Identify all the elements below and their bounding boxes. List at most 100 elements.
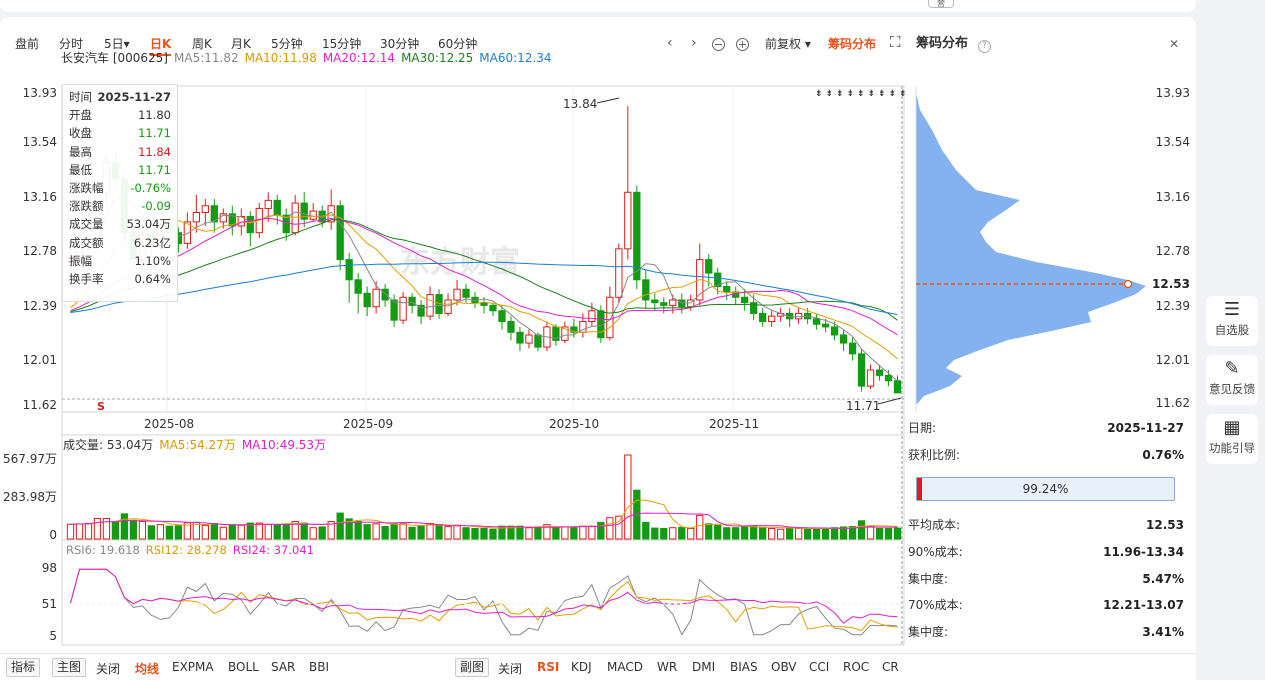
volume-bar: [714, 524, 722, 540]
y-tick-right: 13.93: [1155, 86, 1190, 100]
indicator-button[interactable]: 指标: [6, 658, 41, 677]
ma-lines: [70, 197, 898, 382]
candle-body: [498, 310, 506, 323]
candle-body: [624, 191, 632, 250]
volume-bar: [318, 526, 326, 540]
period-tab-intraday[interactable]: 分时: [59, 37, 84, 51]
candle-body: [561, 326, 569, 341]
candle-body: [570, 326, 578, 333]
candle-body: [390, 299, 398, 321]
rsi-lines: [70, 568, 898, 636]
y-tick: 13.54: [22, 135, 57, 149]
rsi-tick: 51: [41, 597, 57, 611]
indicator-bar: 指标 主图 关闭 均线 EXPMA BOLL SAR BBI 副图 关闭 RSI…: [0, 653, 1196, 680]
volume-bar: [291, 521, 299, 540]
tooltip-key: 振幅: [69, 253, 92, 268]
volume-bar: [741, 526, 749, 540]
rsi12-legend: RSI12: 28.278: [145, 543, 227, 557]
volume-bar: [309, 527, 317, 540]
candle-body: [345, 259, 353, 281]
volume-bar: [570, 527, 578, 540]
period-tab-daily[interactable]: 日K: [150, 37, 172, 56]
zoom-in-icon[interactable]: +: [736, 38, 749, 51]
period-tab-5day[interactable]: 5日▾: [104, 37, 130, 51]
main-indicator-ma[interactable]: 均线: [135, 662, 160, 676]
period-tab-15min[interactable]: 15分钟: [322, 37, 362, 51]
candle-body: [462, 288, 470, 298]
volume-value: 成交量: 53.04万: [63, 438, 154, 452]
volume-bar: [597, 521, 605, 540]
sub-indicator-cci[interactable]: CCI: [809, 660, 830, 674]
vol-ma10-line: [70, 512, 898, 529]
period-tab-5min[interactable]: 5分钟: [271, 37, 303, 51]
main-indicator-expma[interactable]: EXPMA: [172, 660, 214, 674]
sub-indicator-dmi[interactable]: DMI: [692, 660, 716, 674]
candle-body: [399, 296, 407, 321]
expand-icon[interactable]: ⛶: [890, 33, 901, 51]
chip-date-value: 2025-11-27: [1107, 421, 1184, 435]
tooltip-value: 11.80: [138, 108, 171, 123]
ma10-legend: MA10:11.98: [244, 51, 317, 65]
period-tab-premarket[interactable]: 盘前: [15, 37, 40, 51]
main-indicator-sar[interactable]: SAR: [271, 660, 296, 674]
y-tick-right: 13.16: [1155, 190, 1190, 204]
volume-bar: [480, 527, 488, 540]
y-tick: 13.16: [22, 190, 57, 204]
volume-bar: [372, 523, 380, 540]
tooltip-value: -0.09: [141, 199, 171, 214]
feedback-label: 意见反馈: [1209, 382, 1255, 396]
volume-bar: [606, 517, 614, 540]
sub-indicator-bias[interactable]: BIAS: [730, 660, 758, 674]
edit-icon: ✎: [1224, 358, 1240, 379]
sub-chart-button[interactable]: 副图: [455, 658, 490, 677]
close-icon[interactable]: ✕: [1169, 37, 1180, 51]
main-indicator-bbi[interactable]: BBI: [309, 660, 330, 674]
sub-indicator-roc[interactable]: ROC: [843, 660, 870, 674]
sub-indicator-wr[interactable]: WR: [657, 660, 678, 674]
main-indicator-boll[interactable]: BOLL: [228, 660, 259, 674]
volume-bar: [732, 527, 740, 540]
volume-bar: [893, 527, 902, 540]
main-chart-button[interactable]: 主图: [52, 658, 87, 677]
candle-body: [192, 211, 200, 223]
volume-bar: [354, 521, 362, 540]
chip-dist-toggle[interactable]: 筹码分布: [828, 37, 877, 51]
main-close-button[interactable]: 关闭: [96, 662, 121, 676]
sub-indicator-kdj[interactable]: KDJ: [571, 660, 592, 674]
rsi24-line: [70, 568, 898, 624]
sub-indicator-rsi[interactable]: RSI: [537, 660, 560, 674]
guide-button[interactable]: ▦ 功能引导: [1206, 414, 1258, 464]
y-tick: 13.93: [22, 86, 57, 100]
period-tab-30min[interactable]: 30分钟: [380, 37, 420, 51]
tooltip-value: 53.04万: [126, 217, 171, 232]
prev-icon[interactable]: ‹: [667, 35, 673, 51]
sub-indicator-cr[interactable]: CR: [882, 660, 899, 674]
tooltip-value: 2025-11-27: [97, 90, 171, 104]
sub-close-button[interactable]: 关闭: [498, 662, 523, 676]
stock-name: 长安汽车 [000625]: [61, 51, 168, 65]
volume-bar: [642, 521, 650, 540]
profit-bar-label: 99.24%: [1022, 482, 1069, 496]
volume-bar: [830, 527, 839, 540]
sub-indicator-macd[interactable]: MACD: [607, 660, 643, 674]
ma20-legend: MA20:12.14: [322, 51, 396, 65]
feedback-button[interactable]: ✎ 意见反馈: [1206, 355, 1258, 405]
sub-indicator-obv[interactable]: OBV: [771, 660, 797, 674]
adjust-dropdown[interactable]: 前复权 ▾: [765, 37, 811, 51]
candle-body: [714, 272, 722, 288]
period-tab-60min[interactable]: 60分钟: [438, 37, 478, 51]
candle-body: [480, 302, 488, 306]
volume-bar: [120, 513, 129, 540]
period-tab-weekly[interactable]: 周K: [192, 37, 212, 51]
zoom-out-icon[interactable]: −: [712, 38, 725, 51]
volume-bar: [174, 525, 183, 540]
ma20-line: [70, 217, 898, 336]
ma60-line: [70, 261, 898, 315]
watchlist-button[interactable]: ☰ 自选股: [1206, 296, 1258, 346]
watchlist-label: 自选股: [1214, 323, 1250, 337]
candle-body: [363, 292, 371, 308]
next-icon[interactable]: ›: [691, 35, 697, 51]
help-icon[interactable]: ?: [978, 40, 991, 53]
period-tab-monthly[interactable]: 月K: [231, 37, 251, 51]
